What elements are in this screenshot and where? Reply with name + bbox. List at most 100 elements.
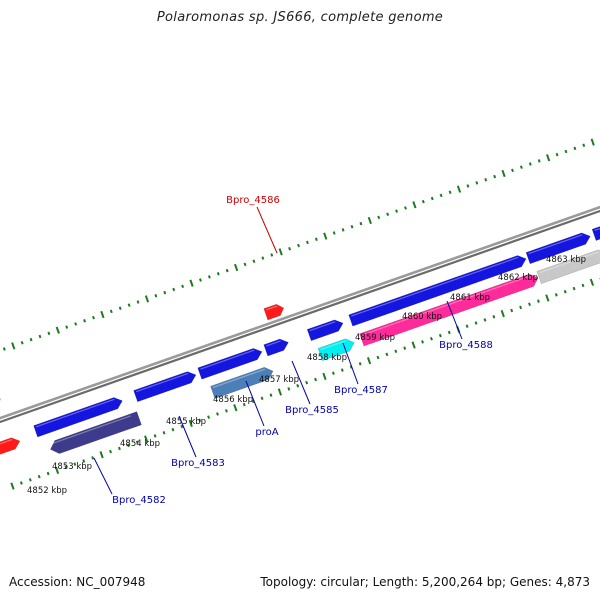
gene-forward-5[interactable] (348, 255, 527, 327)
gene-bpro-4585[interactable] (306, 319, 344, 342)
minor-tick (554, 293, 558, 297)
major-tick (500, 310, 505, 318)
gene-label[interactable]: Bpro_4588 (439, 340, 493, 351)
minor-tick (251, 399, 255, 404)
gene-label[interactable]: Bpro_4587 (334, 385, 388, 396)
gene-proa-shape[interactable] (210, 367, 274, 399)
minor-tick (430, 336, 433, 341)
gene-label[interactable]: Bpro_4586 (226, 195, 280, 206)
minor-tick (483, 318, 487, 322)
gene-left-edge-grey[interactable] (0, 396, 2, 418)
gene-left-edge-grey-shape[interactable] (0, 396, 2, 418)
gene-forward-7[interactable] (591, 212, 600, 241)
gene-label-leader (256, 206, 278, 254)
gene-bpro-4582-shape[interactable] (50, 411, 142, 454)
gene-forward-1-shape[interactable] (33, 397, 123, 438)
minor-tick (439, 193, 443, 198)
gene-bpro-4582[interactable] (50, 411, 142, 454)
minor-tick (37, 474, 41, 479)
gene-forward-6[interactable] (525, 232, 591, 265)
minor-tick (180, 424, 184, 429)
minor-tick (297, 243, 300, 248)
minor-tick (154, 293, 158, 298)
gene-forward-2-shape[interactable] (133, 371, 197, 403)
minor-tick (92, 315, 95, 320)
gene-bpro-4586-shape[interactable] (263, 303, 285, 321)
minor-tick (47, 331, 51, 336)
major-tick (99, 451, 104, 459)
major-tick (10, 482, 15, 490)
scale-label: 4852 kbp (27, 486, 67, 496)
minor-tick (448, 190, 452, 195)
gene-bpro-4588-shape[interactable] (359, 273, 539, 347)
minor-tick (528, 302, 531, 306)
gene-label[interactable]: Bpro_4582 (112, 495, 166, 506)
gene-label[interactable]: proA (255, 427, 278, 438)
scale-label: 4858 kbp (307, 353, 347, 363)
gene-left-edge-red-shape[interactable] (0, 437, 21, 461)
minor-tick (421, 199, 425, 204)
gene-bpro-4587-shape[interactable] (317, 338, 355, 361)
minor-tick (572, 286, 576, 291)
gene-left-edge-red[interactable] (0, 437, 21, 461)
minor-tick (109, 309, 113, 314)
minor-tick (305, 240, 309, 245)
gene-forward-7-shape[interactable] (591, 212, 600, 241)
minor-tick (224, 409, 228, 413)
minor-tick (135, 440, 139, 444)
backbone-line (0, 205, 600, 420)
gene-proa[interactable] (210, 367, 274, 399)
minor-tick (376, 355, 380, 360)
minor-tick (466, 184, 470, 188)
gene-label-leader (291, 360, 311, 405)
minor-tick (225, 268, 229, 273)
gene-grey-right[interactable] (536, 249, 600, 285)
minor-tick (2, 347, 6, 351)
minor-tick (314, 377, 318, 382)
minor-tick (394, 349, 398, 354)
minor-tick (269, 393, 273, 397)
minor-tick (332, 231, 336, 235)
map-title: Polaromonas sp. JS666, complete genome (156, 10, 444, 25)
outer-tick-track (2, 138, 595, 351)
minor-tick (20, 340, 24, 345)
minor-tick (216, 272, 220, 276)
major-tick (189, 279, 194, 287)
minor-tick (331, 371, 335, 375)
major-tick (322, 372, 327, 380)
major-tick (366, 357, 372, 365)
gene-forward-4[interactable] (263, 338, 289, 357)
minor-tick (511, 168, 514, 173)
gene-label[interactable]: Bpro_4585 (285, 405, 339, 416)
gene-bpro-4587-sheen (320, 340, 347, 351)
minor-tick (38, 334, 42, 339)
gene-label-leader (178, 415, 197, 458)
gene-forward-3-shape[interactable] (197, 348, 263, 380)
gene-label[interactable]: Bpro_4583 (171, 458, 225, 469)
gene-bpro-4585-shape[interactable] (306, 319, 344, 342)
accession-label: Accession: NC_007948 (9, 575, 146, 589)
gene-grey-right-shape[interactable] (536, 249, 600, 285)
gene-forward-1[interactable] (33, 397, 123, 438)
minor-tick (359, 221, 363, 226)
minor-tick (117, 446, 121, 451)
minor-tick (181, 284, 185, 289)
gene-bpro-4586[interactable] (263, 303, 285, 321)
minor-tick (519, 305, 523, 310)
gene-forward-2[interactable] (133, 371, 197, 403)
minor-tick (447, 330, 451, 335)
gene-forward-3[interactable] (197, 348, 263, 380)
scale-label: 4862 kbp (498, 273, 538, 283)
gene-bpro-4588[interactable] (359, 273, 539, 347)
minor-tick (19, 481, 23, 485)
gene-forward-5-shape[interactable] (348, 255, 527, 327)
minor-tick (386, 212, 390, 216)
gene-forward-4-shape[interactable] (263, 338, 289, 357)
major-tick (55, 326, 60, 334)
minor-tick (162, 431, 166, 435)
gene-bpro-4587[interactable] (317, 338, 355, 361)
scale-label: 4853 kbp (52, 462, 92, 472)
gene-forward-6-shape[interactable] (525, 232, 591, 265)
minor-tick (118, 306, 122, 311)
